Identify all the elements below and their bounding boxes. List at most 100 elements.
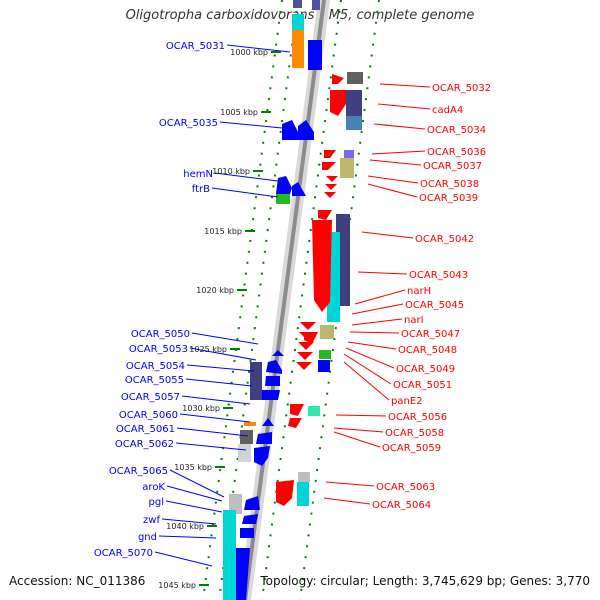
gene-arrow [288,418,302,428]
gene-label-right: OCAR_5047 [401,329,460,340]
gene-label-right: narH [407,286,431,297]
gene-feature [244,422,256,426]
label-leader [333,431,381,448]
label-leader [179,413,251,423]
gene-arrow [292,182,306,196]
label-leader [211,187,279,198]
gene-arrow [236,548,250,600]
gene-label-left: OCAR_5057 [121,392,180,403]
label-leader [371,150,426,155]
gene-feature [240,430,253,444]
label-leader [226,44,291,53]
label-leader [191,332,259,345]
label-leader [175,442,247,451]
gene-arrow [276,176,292,194]
label-leader [345,347,395,369]
label-leader [185,378,253,387]
gene-label-right: OCAR_5048 [398,345,457,356]
gene-feature [346,116,362,130]
gene-arrow [272,350,284,356]
gene-label-left: OCAR_5060 [119,410,178,421]
label-leader [357,271,408,275]
gene-feature [276,194,290,204]
gene-label-right: OCAR_5043 [409,270,468,281]
label-leader [373,123,426,130]
kbp-tick-label: 1015 kbp [204,227,242,236]
label-leader [181,395,251,405]
label-leader [169,469,225,498]
label-leader [333,427,384,433]
gene-label-right: OCAR_5045 [405,300,464,311]
kbp-scale: 1000 kbp 1005 kbp 1010 kbp 1015 kbp 1020 kbp… [158,48,281,590]
label-leader [354,289,406,305]
gene-label-left: OCAR_5061 [116,424,175,435]
gene-label-right: OCAR_5038 [420,179,479,190]
gene-feature [223,510,236,600]
gene-label-right: OCAR_5036 [427,147,486,158]
gene-feature [320,342,332,350]
gene-arrow [318,210,332,220]
gene-arrow [298,342,314,350]
label-leader [335,414,387,417]
gene-arrow [308,40,320,68]
gene-feature [312,0,320,10]
label-leader [214,172,279,182]
gene-arrow [266,360,282,374]
label-leader [161,518,217,525]
label-leader [165,500,223,513]
right-gene-labels: OCAR_5032 cadA4 OCAR_5034 OCAR_5036 OCAR_503… [372,83,491,511]
gene-arrow [325,184,337,190]
gene-arrow [330,90,346,116]
label-leader [166,485,223,502]
gene-arrow [244,496,260,510]
gene-arrow [254,446,270,466]
label-leader [377,103,431,110]
dotted-guide [299,0,380,600]
gene-label-right: panE2 [391,396,423,407]
gene-label-right: OCAR_5051 [393,380,452,391]
gene-label-right: narI [404,315,424,326]
dotted-guide [202,0,283,600]
gene-label-right: OCAR_5034 [427,125,486,136]
gene-label-left: OCAR_5055 [125,375,184,386]
gene-arrow [262,390,280,400]
gene-label-left: hemN [183,169,213,180]
gene-arrow [322,162,336,170]
kbp-tick-label: 1030 kbp [182,404,220,413]
topology-text: Topology: circular; Length: 3,745,629 bp… [260,574,590,588]
label-leader [323,497,371,505]
kbp-tick-label: 1035 kbp [174,463,212,472]
gene-label-left: OCAR_5065 [109,466,168,477]
dotted-guide [261,0,342,600]
label-leader [351,303,404,315]
gene-feature [297,482,309,506]
gene-arrow [256,432,272,444]
gene-feature [292,14,304,30]
left-gene-labels: OCAR_5031 OCAR_5035 hemN ftrB OCAR_5050 OCAR_… [94,41,225,559]
gene-arrow [290,404,304,416]
kbp-tick-label: 1000 kbp [230,48,268,57]
gene-feature [250,362,262,400]
gene-arrow [282,120,298,140]
gene-arrow [300,322,316,330]
gene-feature [308,406,320,416]
gene-arrow [296,362,312,370]
gene-label-right: OCAR_5064 [372,500,431,511]
gene-feature [318,360,330,372]
label-leader [343,353,392,385]
gene-label-left: OCAR_5031 [166,41,225,52]
label-leader [379,83,431,88]
gene-arrow [262,418,274,426]
gene-label-left: ftrB [192,184,210,195]
label-leader [349,331,400,334]
gene-label-right: OCAR_5056 [388,412,447,423]
label-leader [361,231,414,239]
gene-feature [292,30,304,68]
gene-label-left: pgl [149,497,164,508]
gene-arrow [265,376,280,386]
gene-feature [340,158,354,178]
gene-arrow [276,480,294,506]
label-leader [176,427,249,437]
gene-feature [347,72,363,84]
